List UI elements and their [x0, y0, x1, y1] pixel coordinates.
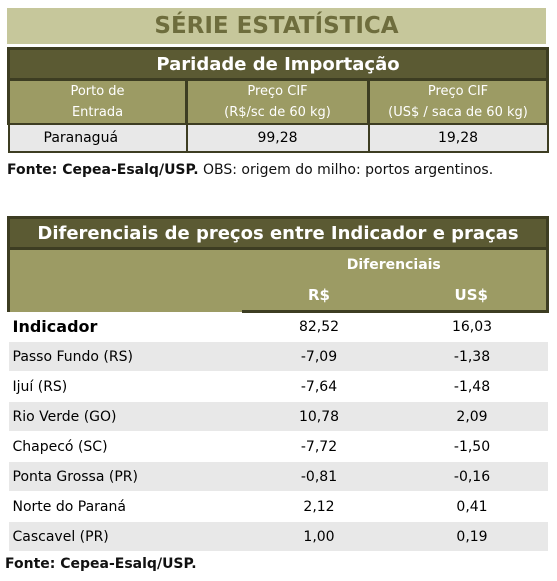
place-cell: Indicador	[8, 311, 242, 342]
header-line: Porto de	[70, 84, 125, 99]
place-cell: Passo Fundo (RS)	[8, 341, 242, 372]
column-header: Porto de Entrada	[7, 79, 187, 124]
data-row: Ijuí (RS) -7,64 -1,48	[8, 371, 548, 402]
value-cell: 82,52	[241, 311, 397, 342]
footer-source: Fonte: Cepea-Esalq/USP.	[5, 556, 197, 572]
value-cell: -7,09	[241, 341, 397, 372]
column-header: R$	[241, 281, 397, 313]
value-cell: -0,16	[396, 461, 548, 492]
value-cell: 2,12	[241, 491, 397, 522]
series-banner: SÉRIE ESTATÍSTICA	[7, 8, 546, 44]
data-row: Chapecó (SC) -7,72 -1,50	[8, 431, 548, 462]
value-cell: 1,00	[241, 521, 397, 552]
column-header: Preço CIF (R$/sc de 60 kg)	[185, 79, 369, 124]
header-line: Preço CIF	[247, 84, 308, 99]
value-cell: 0,19	[396, 521, 548, 552]
header-row: Porto de Entrada Preço CIF (R$/sc de 60 kg)…	[7, 79, 550, 124]
value-cell: 2,09	[396, 401, 548, 432]
data-row: Indicador 82,52 16,03	[8, 311, 548, 342]
header-line: (US$ / saca de 60 kg)	[388, 105, 528, 120]
value-cell: -1,38	[396, 341, 548, 372]
data-row: Cascavel (PR) 1,00 0,19	[8, 521, 548, 552]
value-cell: -7,64	[241, 371, 397, 402]
source-note: Fonte: Cepea-Esalq/USP. OBS: origem do m…	[7, 160, 510, 181]
column-header: Preço CIF (US$ / saca de 60 kg)	[366, 79, 550, 124]
value-cell: -1,50	[396, 431, 548, 462]
header-line: (R$/sc de 60 kg)	[224, 105, 331, 120]
source: Fonte: Cepea-Esalq/USP.	[7, 162, 199, 178]
data-row: Rio Verde (GO) 10,78 2,09	[8, 401, 548, 432]
group-header: Diferenciais	[241, 248, 550, 282]
import-table: Paridade de Importação Porto de Entrada Pre…	[6, 47, 550, 153]
title-row: Diferenciais de preços entre Indicador e…	[6, 216, 550, 250]
table-title: Paridade de Importação	[6, 47, 550, 81]
header-row: R$ US$	[9, 281, 550, 313]
value-cell: -7,72	[241, 431, 397, 462]
header-line: Preço CIF	[427, 84, 489, 99]
value-cell: 0,41	[396, 491, 548, 522]
place-cell: Ijuí (RS)	[8, 371, 242, 402]
place-cell: Norte do Paraná	[8, 491, 242, 522]
value-cell: 16,03	[396, 311, 548, 342]
value-cell: -0,81	[241, 461, 397, 492]
cell: 99,28	[185, 123, 370, 153]
place-cell: Rio Verde (GO)	[8, 401, 242, 432]
observation: OBS: origem do milho: portos argentinos.	[202, 162, 494, 178]
data-row: Norte do Paraná 2,12 0,41	[8, 491, 548, 522]
cell: Paranaguá	[7, 123, 188, 153]
title-row: Paridade de Importação	[6, 47, 550, 81]
value-cell: 10,78	[241, 401, 397, 432]
place-cell: Ponta Grossa (PR)	[8, 461, 242, 492]
differentials-table: Diferenciais de preços entre Indicador e…	[6, 216, 550, 552]
header-line: Entrada	[71, 105, 124, 120]
column-header: US$	[396, 281, 550, 313]
group-row: Diferenciais	[7, 248, 550, 312]
place-cell: Chapecó (SC)	[8, 431, 242, 462]
data-row: Passo Fundo (RS) -7,09 -1,38	[8, 341, 548, 372]
table-title: Diferenciais de preços entre Indicador e…	[6, 216, 550, 250]
empty-header	[7, 248, 242, 312]
value-cell: -1,48	[396, 371, 548, 402]
cell: 19,28	[367, 123, 549, 153]
data-row: Ponta Grossa (PR) -0,81 -0,16	[8, 461, 548, 492]
data-row: Paranaguá 99,28 19,28	[7, 123, 549, 153]
place-cell: Cascavel (PR)	[8, 521, 242, 552]
